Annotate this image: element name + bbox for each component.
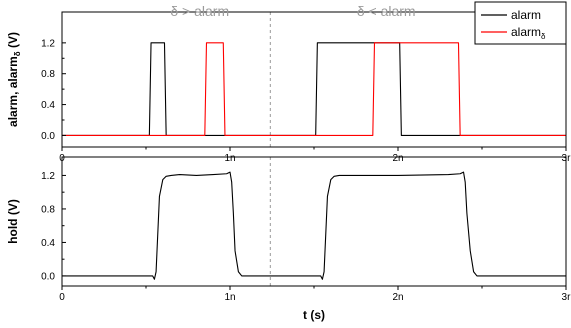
x-tick-label: 1n (224, 153, 235, 164)
y-tick-label: 0.8 (41, 69, 55, 80)
y-tick-label: 0.0 (41, 271, 55, 282)
y-tick-label: 1.2 (41, 171, 55, 182)
y-axis-label-unit: (V) (6, 32, 20, 51)
x-tick-label: 0 (59, 292, 65, 303)
y-axis-label: alarm, alarmδ (V) (6, 32, 22, 127)
region-annotation: δ > alarm (170, 3, 229, 19)
x-axis-label: t (s) (303, 308, 325, 322)
series-line-secondary (62, 42, 566, 136)
y-tick-label: 0.0 (41, 131, 55, 142)
legend-label: alarmδ (511, 25, 546, 41)
x-tick-label: 3r (562, 292, 571, 303)
region-annotation: δ < alarm (357, 3, 416, 19)
series-line-primary (62, 171, 566, 280)
y-tick-label: 0.8 (41, 204, 55, 215)
legend-label: alarm (511, 8, 541, 22)
x-tick-label: 2n (392, 292, 403, 303)
bottom-panel-hold: 0.0 0.4 0.8 1.2 0 1n 2n 3r hold (V) t (s) (6, 156, 571, 322)
plot-frame (61, 156, 567, 287)
y-tick-label: 0.4 (41, 100, 55, 111)
y-tick-label: 1.2 (41, 38, 55, 49)
x-tick-label: 1n (224, 292, 235, 303)
legend-label-subscript: δ (541, 32, 546, 41)
legend-box (474, 1, 567, 45)
series-line-primary (62, 42, 566, 136)
y-axis-label: hold (V) (6, 199, 20, 244)
x-tick-label: 2n (392, 153, 403, 164)
y-axis-label-subscript: δ (13, 51, 22, 56)
y-tick-label: 0.4 (41, 238, 55, 249)
